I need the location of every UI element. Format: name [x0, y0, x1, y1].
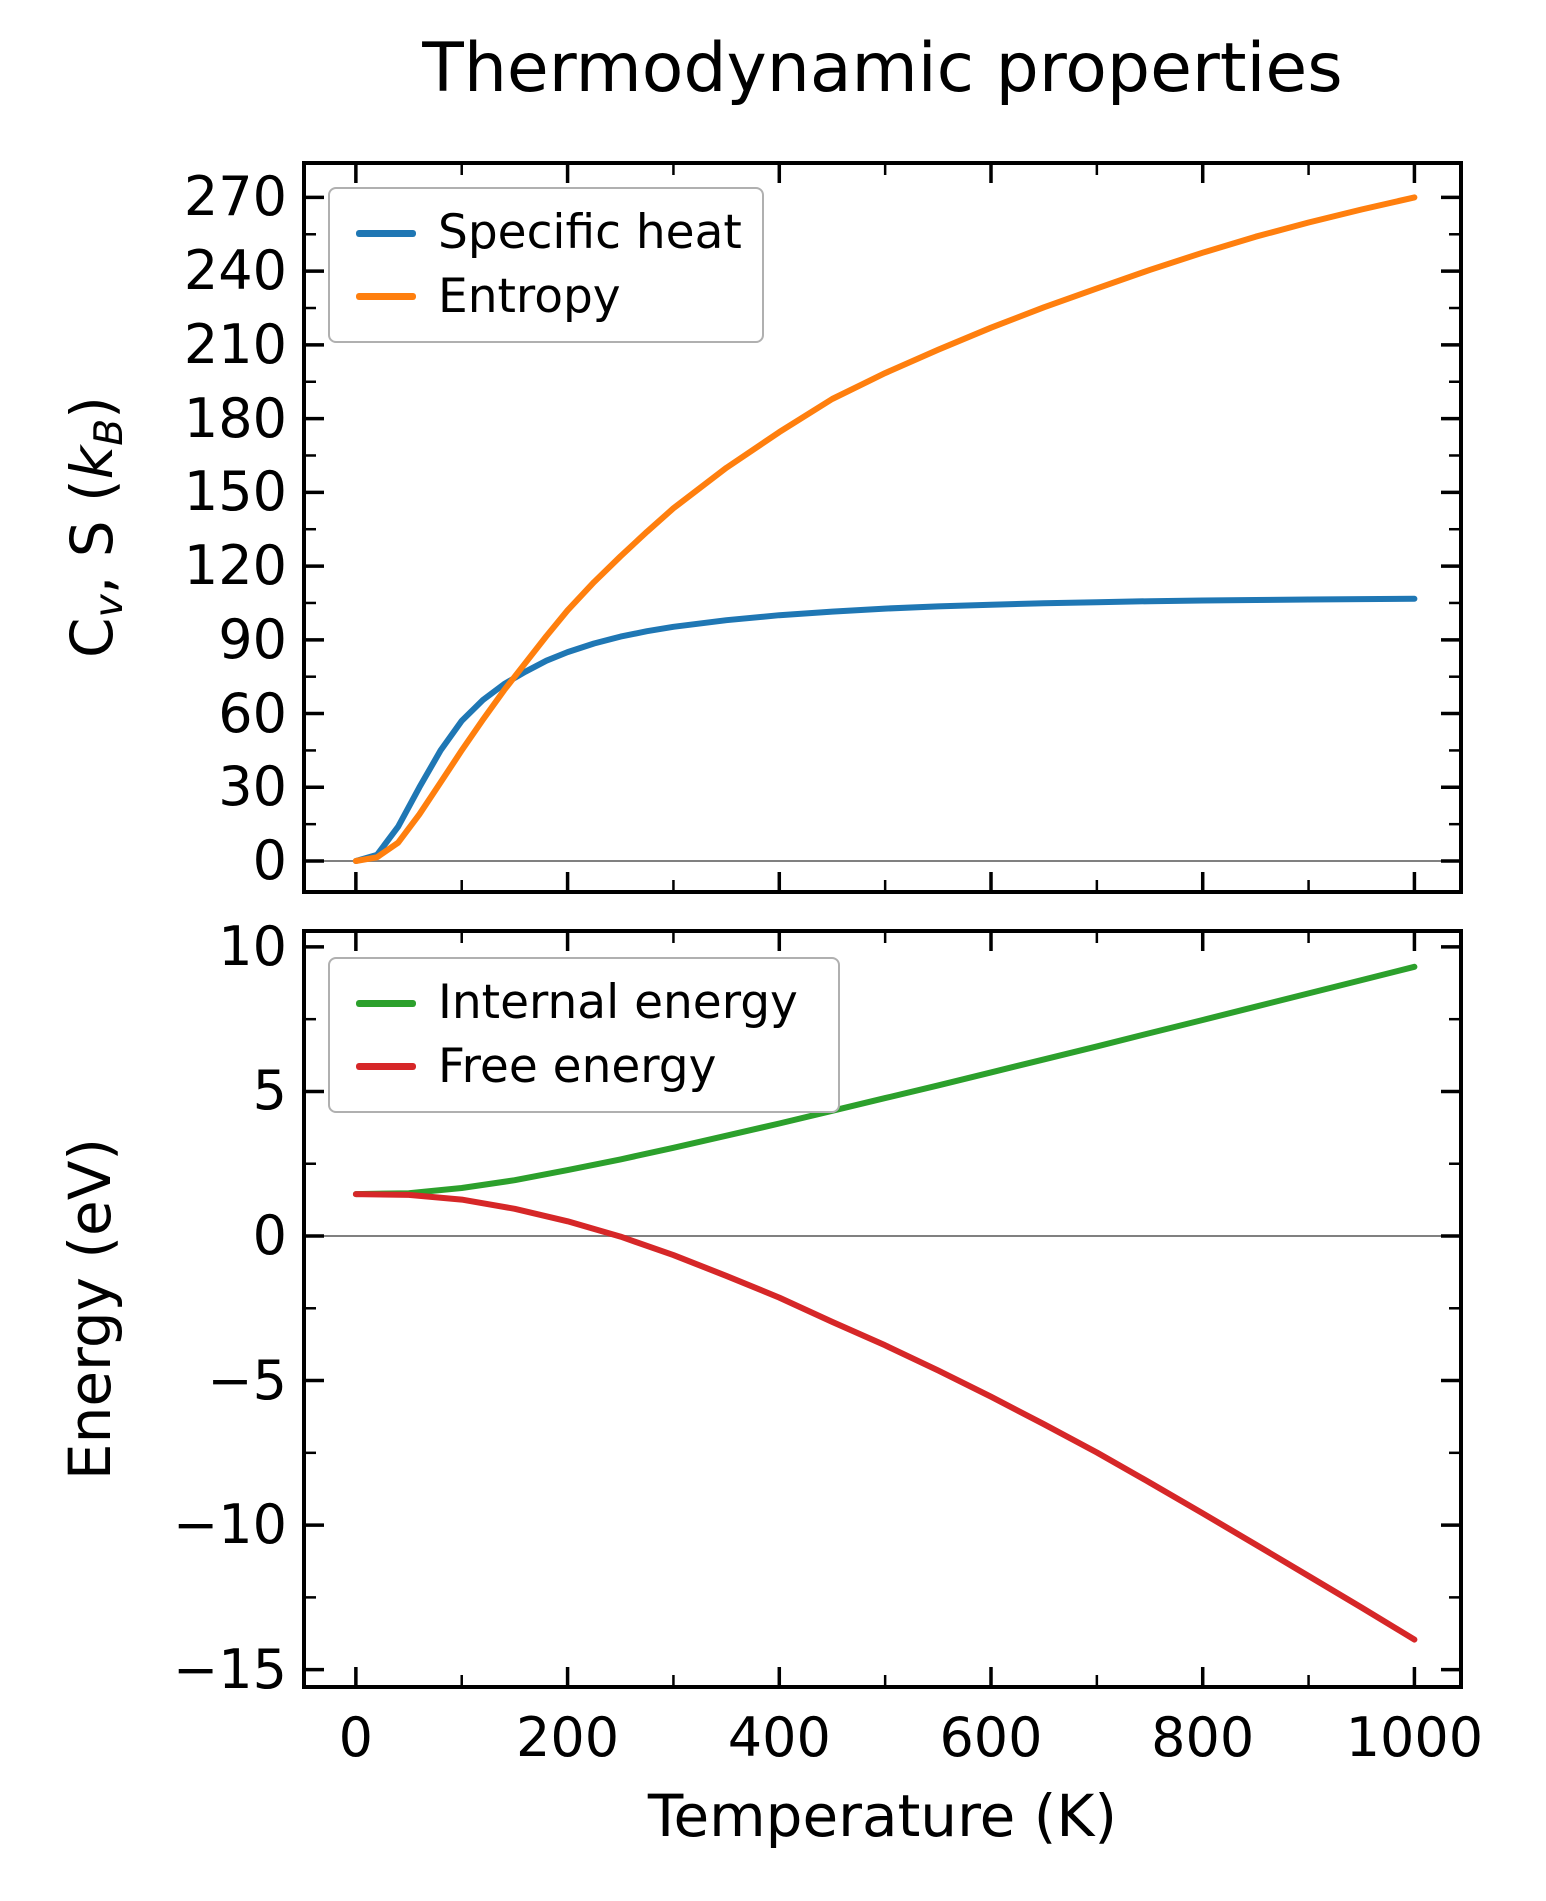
axes-spines	[302, 161, 1463, 894]
series-line-entropy	[352, 194, 1418, 864]
bottom-axes	[302, 929, 1463, 1689]
axes-spines	[302, 929, 1463, 1689]
top-axes	[302, 161, 1463, 894]
series-line-specific-heat	[352, 595, 1418, 864]
series-line-free-energy	[352, 1191, 1418, 1643]
series-line-internal-energy	[352, 963, 1418, 1198]
